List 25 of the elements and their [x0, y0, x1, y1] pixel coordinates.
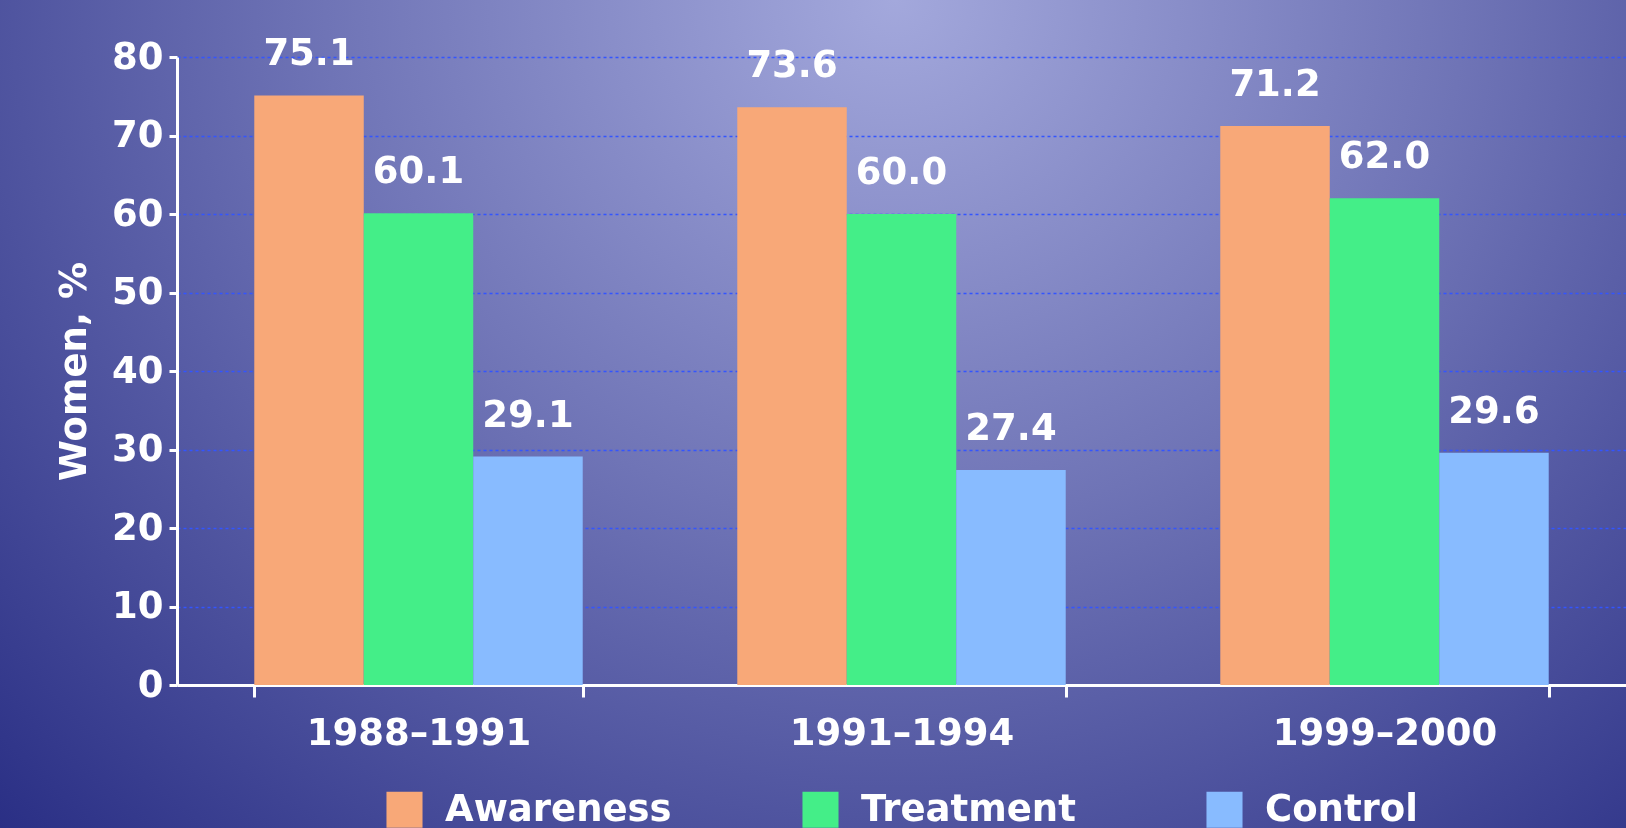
data-label: 27.4 — [965, 405, 1057, 449]
x-tick-label: 1988–1991 — [306, 710, 532, 754]
y-tick-label: 60 — [112, 191, 164, 235]
data-label: 62.0 — [1338, 134, 1431, 178]
y-tick-label: 10 — [112, 584, 164, 627]
y-tick-label: 40 — [112, 348, 164, 392]
legend-label: Control — [1265, 786, 1418, 828]
data-label: 29.1 — [482, 392, 574, 436]
data-label: 60.1 — [372, 149, 465, 193]
y-axis-title: Women, % — [52, 262, 96, 481]
legend-label: Awareness — [445, 786, 672, 828]
y-tick-label: 50 — [112, 270, 164, 313]
y-tick-label: 0 — [137, 662, 164, 706]
data-label: 60.0 — [855, 150, 948, 193]
legend-label: Treatment — [861, 786, 1076, 828]
x-tick-label: 1991–1994 — [789, 710, 1015, 754]
y-tick-label: 30 — [112, 427, 164, 470]
data-label: 29.6 — [1448, 388, 1540, 432]
y-tick-label: 20 — [112, 505, 164, 549]
y-tick-label: 80 — [112, 34, 164, 78]
data-label: 73.6 — [746, 43, 838, 87]
data-label: 71.2 — [1229, 62, 1321, 106]
x-tick-label: 1999–2000 — [1272, 710, 1498, 754]
data-label: 75.1 — [263, 31, 355, 75]
y-tick-label: 70 — [112, 113, 164, 156]
